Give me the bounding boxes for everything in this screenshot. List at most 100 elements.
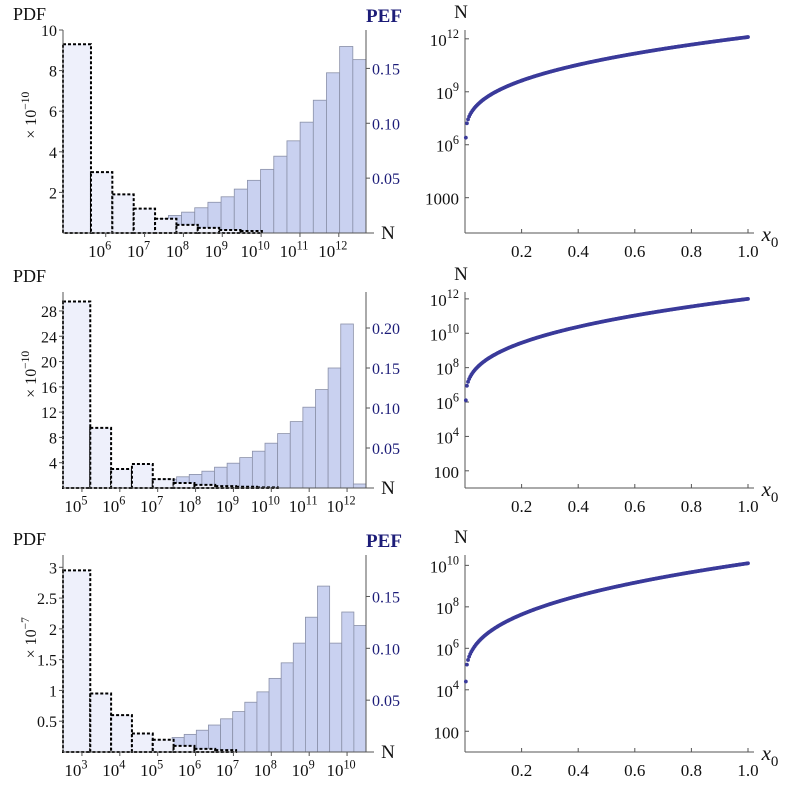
n-tick-label-base: 10 bbox=[64, 761, 81, 780]
y-tick-label-exp: 4 bbox=[453, 678, 459, 692]
pef-bar bbox=[329, 642, 343, 753]
n-tick-label: 109 bbox=[216, 493, 239, 516]
pdf-tick-label-base: 20 bbox=[41, 355, 57, 372]
pef-bar bbox=[339, 46, 354, 234]
pef-tick-label-base: 0.10 bbox=[372, 116, 400, 133]
x-axis-label: x0 bbox=[761, 741, 779, 770]
n-tick-label-exp: 8 bbox=[271, 757, 277, 771]
n-tick-label-exp: 11 bbox=[297, 238, 309, 252]
data-point bbox=[465, 383, 469, 388]
pdf-bar bbox=[89, 171, 114, 235]
pdf-label-base: PDF bbox=[13, 266, 46, 286]
y-tick-label-exp: 10 bbox=[447, 554, 459, 568]
pdf-bar bbox=[175, 223, 199, 235]
pdf-tick-label-base: 8 bbox=[49, 430, 57, 447]
x-tick-label-base: 0.8 bbox=[681, 497, 702, 516]
y-tick-label: 1012 bbox=[430, 27, 459, 50]
y-tick-label-base: 10 bbox=[436, 682, 453, 701]
n-axis-label-base: N bbox=[381, 478, 395, 499]
pef-bar bbox=[326, 72, 341, 234]
x-tick-label: 1.0 bbox=[737, 761, 758, 780]
pdf-tick-label-base: 4 bbox=[49, 456, 57, 473]
pef-bar bbox=[264, 442, 279, 489]
pef-tick-label-base: 0.05 bbox=[372, 171, 400, 188]
x-tick-label: 0.2 bbox=[511, 242, 532, 261]
pdf-bar bbox=[172, 744, 196, 753]
y-tick-label: 100 bbox=[434, 463, 460, 482]
pdf-tick-label: 0.5 bbox=[37, 714, 57, 731]
pef-tick-label-base: 0.10 bbox=[372, 401, 400, 418]
x-tick-label: 0.8 bbox=[681, 761, 702, 780]
n-tick-label-base: 10 bbox=[254, 761, 271, 780]
x-tick-label-base: 0.4 bbox=[568, 761, 590, 780]
pdf-tick-label: 8 bbox=[49, 430, 57, 447]
pdf-bar bbox=[132, 207, 157, 234]
x-tick-label-base: 0.6 bbox=[624, 761, 645, 780]
y-tick-label-exp: 12 bbox=[447, 27, 459, 41]
pef-bar bbox=[247, 179, 262, 234]
n-tick-label: 104 bbox=[102, 757, 125, 780]
n-tick-label-base: 10 bbox=[251, 497, 268, 516]
x-axis-label-base: x bbox=[761, 741, 772, 765]
scale-label: × 10−10 bbox=[20, 351, 40, 398]
pdf-tick-label: 2 bbox=[49, 622, 57, 639]
y-axis-label: N bbox=[454, 527, 468, 548]
n-tick-label: 109 bbox=[205, 238, 228, 261]
y-tick-label-base: 100 bbox=[434, 723, 460, 742]
n-tick-label: 108 bbox=[178, 493, 201, 516]
pef-bar bbox=[289, 421, 304, 489]
pdf-bar bbox=[151, 478, 175, 489]
x-tick-label: 1.0 bbox=[737, 242, 758, 261]
pef-tick-label-base: 0.15 bbox=[372, 361, 400, 378]
y-tick-label-exp: 4 bbox=[453, 425, 459, 439]
y-axis-label-base: N bbox=[454, 527, 468, 548]
y-tick-label: 106 bbox=[436, 390, 459, 413]
n-tick-label: 107 bbox=[127, 238, 150, 261]
y-tick-label-base: 10 bbox=[436, 640, 453, 659]
pef-label: PEF bbox=[366, 6, 402, 27]
n-axis-label: N bbox=[381, 478, 395, 499]
n-tick-label: 106 bbox=[178, 757, 201, 780]
pef-bar bbox=[260, 168, 275, 234]
pdf-bar bbox=[62, 43, 92, 234]
n-tick-label-base: 10 bbox=[140, 761, 157, 780]
pef-bar bbox=[341, 611, 355, 753]
x-axis-label-sub: 0 bbox=[771, 235, 779, 251]
data-point bbox=[465, 121, 469, 126]
pdf-tick-label: 10 bbox=[41, 23, 57, 40]
y-tick-label-exp: 6 bbox=[453, 637, 459, 651]
n-tick-label-base: 10 bbox=[64, 497, 81, 516]
x-tick-label-base: 0.2 bbox=[511, 761, 532, 780]
y-tick-label-exp: 6 bbox=[453, 390, 459, 404]
pdf-bar bbox=[89, 692, 113, 753]
pef-bar bbox=[353, 625, 367, 753]
pef-bar bbox=[327, 367, 342, 489]
pdf-tick-label-base: 2 bbox=[49, 622, 57, 639]
pdf-label-base: PDF bbox=[13, 529, 46, 549]
pdf-tick-label: 2 bbox=[49, 185, 57, 202]
pdf-label: PDF bbox=[13, 4, 46, 24]
pef-bar bbox=[277, 433, 291, 489]
n-tick-label: 105 bbox=[140, 757, 163, 780]
y-tick-label: 108 bbox=[436, 356, 459, 379]
x-tick-label: 0.2 bbox=[511, 497, 532, 516]
pef-bar bbox=[273, 155, 288, 234]
n-tick-label: 1010 bbox=[326, 757, 355, 780]
y-tick-label-base: 10 bbox=[436, 84, 453, 103]
pef-bar bbox=[251, 450, 266, 489]
pef-tick-label-base: 0.15 bbox=[372, 61, 400, 78]
y-tick-label-exp: 8 bbox=[453, 356, 459, 370]
n-tick-label: 107 bbox=[140, 493, 163, 516]
n-tick-label-exp: 8 bbox=[195, 493, 201, 507]
x-axis-label-base: x bbox=[761, 222, 772, 246]
n-tick-label: 1012 bbox=[326, 493, 355, 516]
n-tick-label-exp: 12 bbox=[343, 493, 355, 507]
y-tick-label-base: 10 bbox=[430, 325, 447, 344]
pef-tick-label: 0.20 bbox=[372, 321, 400, 338]
pef-tick-label-base: 0.05 bbox=[372, 693, 400, 710]
pdf-tick-label: 12 bbox=[41, 405, 57, 422]
y-tick-label: 104 bbox=[436, 425, 459, 448]
